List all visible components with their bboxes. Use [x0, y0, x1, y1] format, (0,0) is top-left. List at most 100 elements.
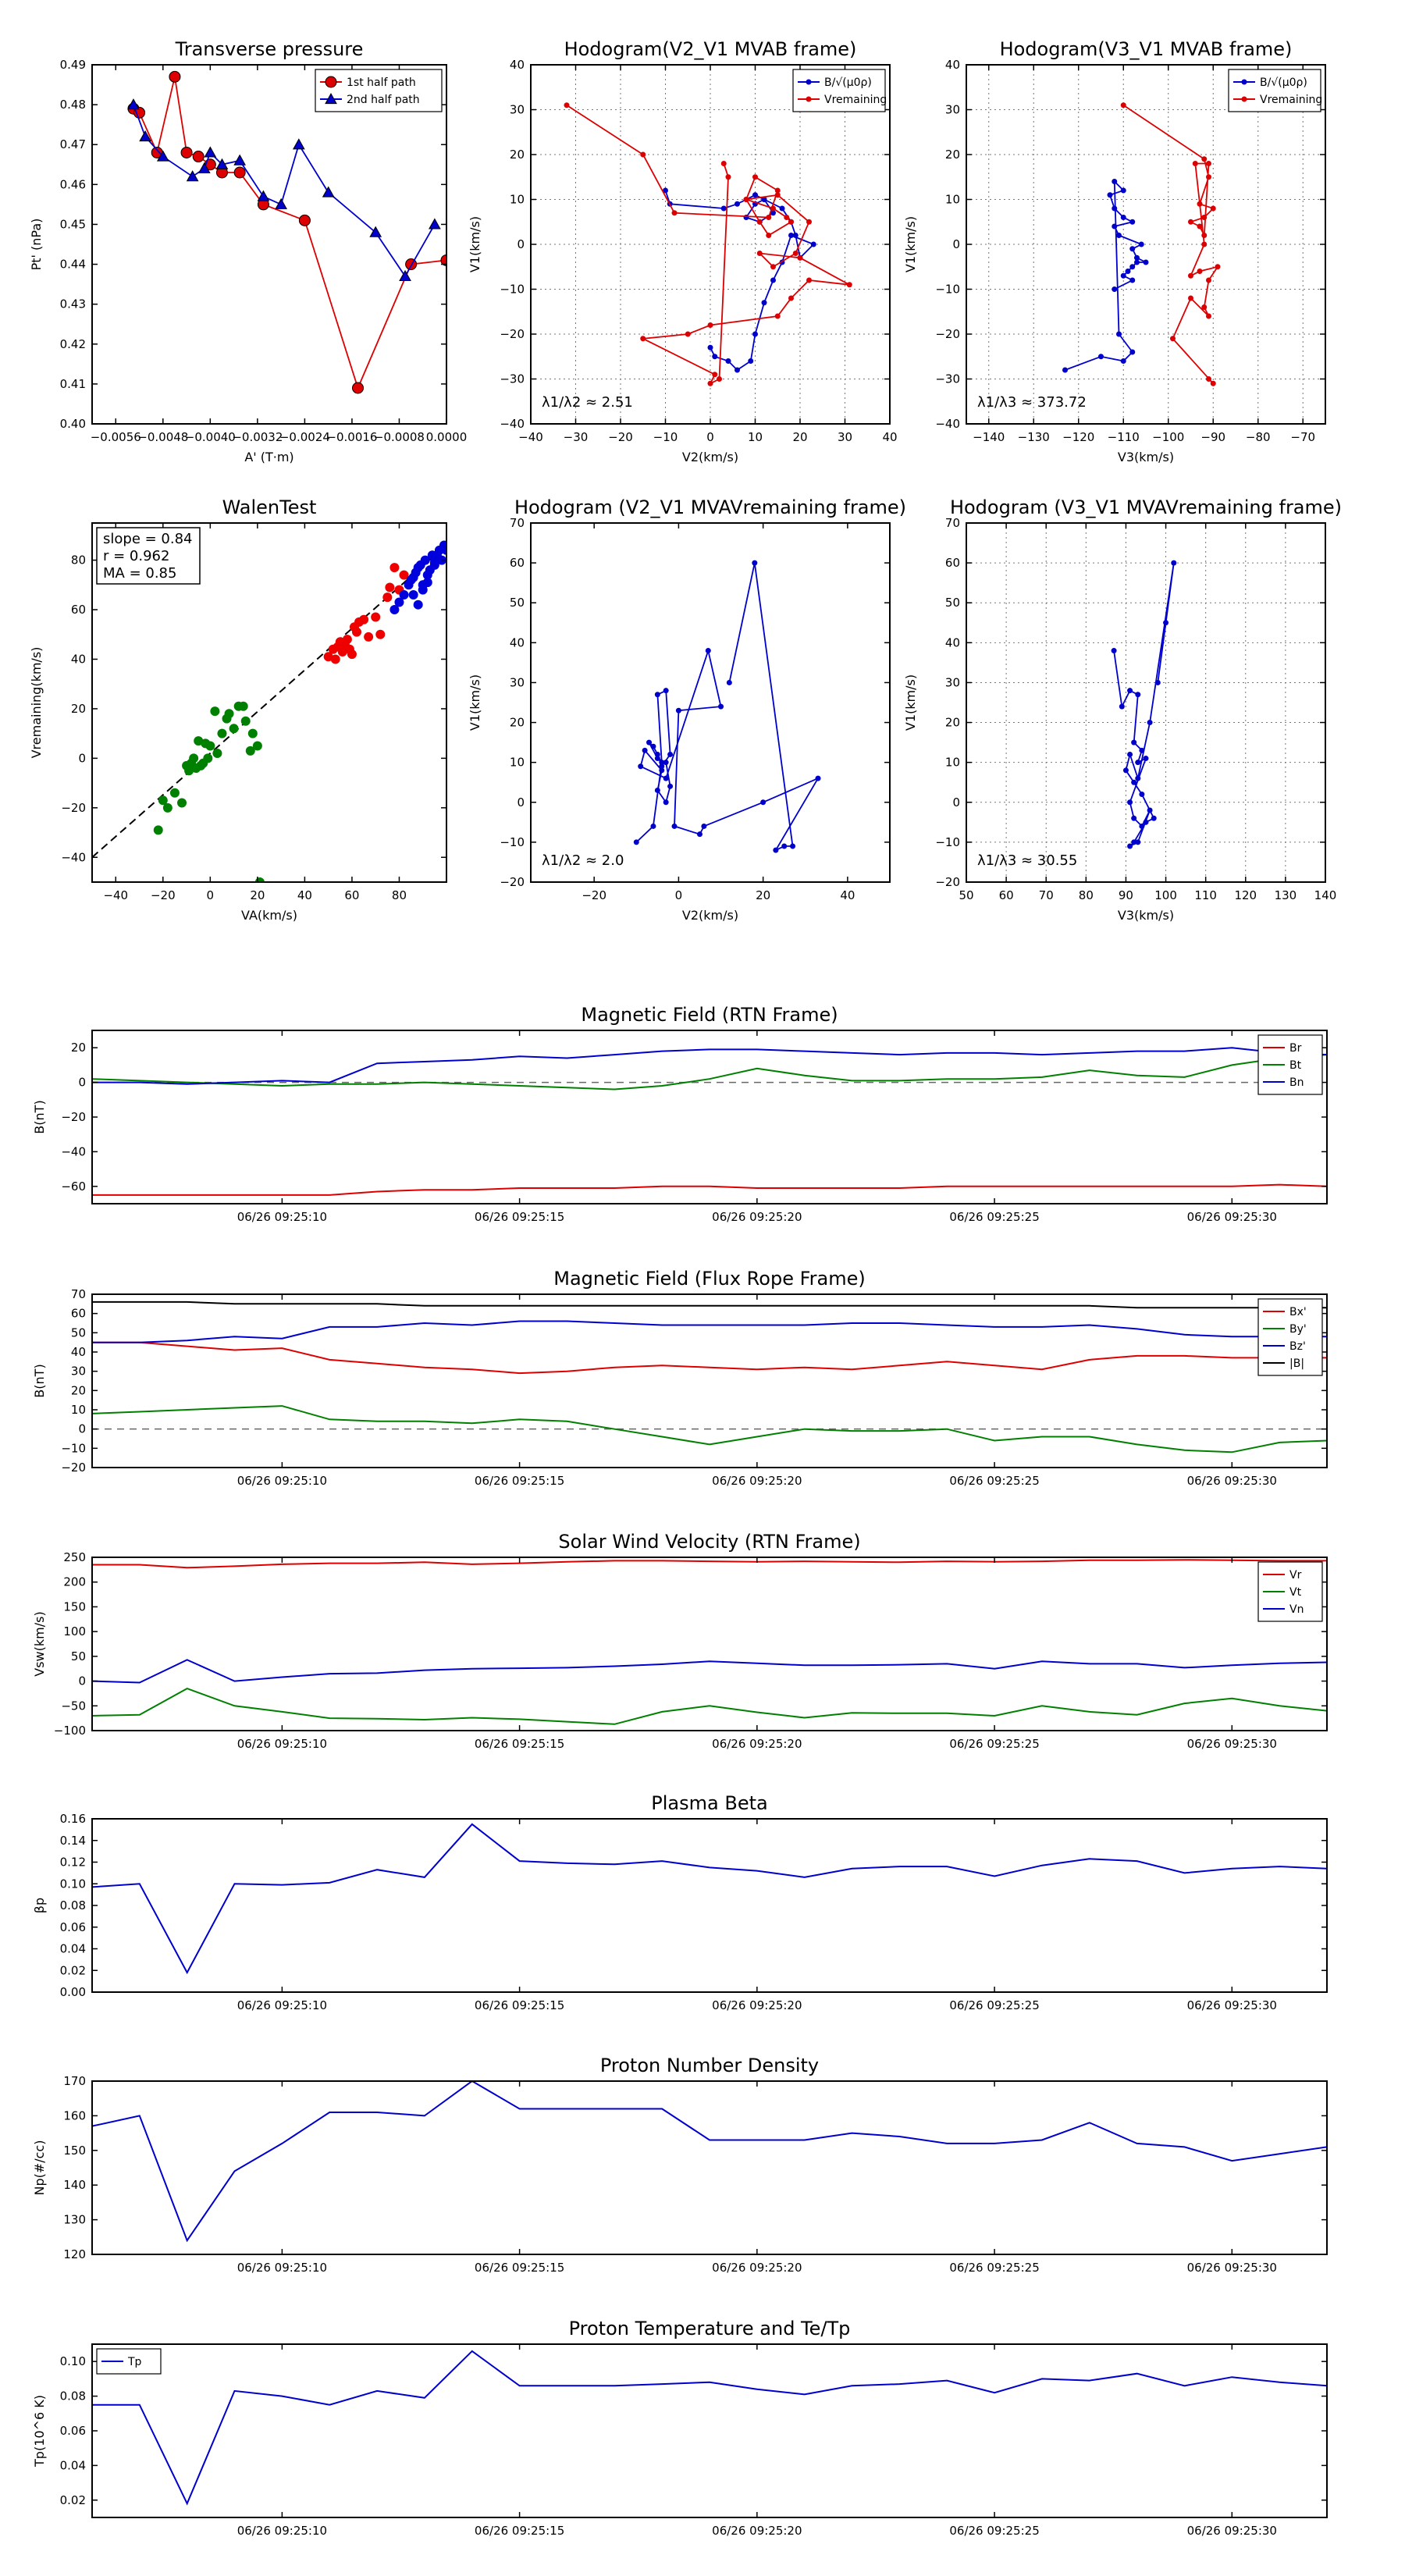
- y-tick-label: −10: [500, 835, 525, 849]
- y-tick-label: −10: [61, 1441, 86, 1455]
- x-tick-label: 06/26 09:25:30: [1187, 1210, 1277, 1224]
- series-blue: [389, 540, 446, 615]
- data-point: [233, 154, 247, 165]
- y-tick-label: −10: [500, 283, 525, 297]
- chart-h1: Hodogram(V2_V1 MVAB frame) −40 −30 −20 −10 0 1…: [468, 38, 898, 464]
- x-tick-label: 06/26 09:25:10: [237, 1998, 327, 2012]
- legend: Tp: [96, 2348, 162, 2375]
- series-Bt: [92, 1054, 1327, 1091]
- data-point: [192, 151, 205, 163]
- data-point: [663, 760, 669, 766]
- data-point: [186, 170, 199, 182]
- axes-frame: [91, 1557, 1328, 1731]
- data-point: [675, 707, 681, 713]
- data-point: [756, 251, 763, 256]
- data-point: [1197, 201, 1203, 207]
- x-axis-label: V3(km/s): [1118, 908, 1174, 923]
- data-point: [707, 344, 713, 350]
- legend-label: Br: [1289, 1042, 1302, 1055]
- y-tick-label: 50: [945, 596, 960, 610]
- series-Vt: [92, 1688, 1327, 1725]
- series-Br: [92, 1183, 1327, 1196]
- series-Tp: [92, 2350, 1327, 2506]
- data-point: [413, 600, 423, 610]
- data-point: [422, 578, 432, 588]
- y-tick-label: 50: [71, 1325, 86, 1340]
- annotation-line: MA = 0.85: [103, 565, 176, 582]
- data-point: [642, 747, 648, 753]
- data-point: [1201, 233, 1208, 238]
- data-point: [663, 799, 669, 806]
- data-point: [654, 751, 660, 757]
- x-tick-label: −0.0040: [185, 430, 236, 444]
- data-point: [1163, 620, 1169, 626]
- axes-frame: [966, 522, 1326, 883]
- y-axis-label: Vremaining(km/s): [29, 647, 44, 759]
- x-tick-label: 80: [392, 888, 407, 902]
- x-tick-label: −40: [518, 430, 543, 444]
- series-line-Vremaining: [566, 105, 850, 386]
- data-point: [1127, 751, 1133, 757]
- y-tick-label: −20: [935, 327, 960, 341]
- y-tick-label: 100: [63, 1624, 86, 1638]
- data-point: [1120, 102, 1126, 109]
- x-tick-label: 60: [344, 888, 359, 902]
- data-point: [774, 192, 781, 198]
- chart-h3: Hodogram (V2_V1 MVAVremaining frame) −20 0…: [468, 496, 906, 923]
- y-tick-label: −40: [61, 850, 86, 864]
- data-point: [784, 215, 790, 220]
- data-point: [640, 151, 646, 158]
- data-point: [774, 187, 781, 194]
- data-point: [1188, 272, 1193, 279]
- data-point: [1125, 269, 1131, 274]
- y-tick-label: 0.08: [60, 1898, 86, 1912]
- data-point: [413, 563, 423, 573]
- x-tick-label: −100: [1152, 430, 1184, 444]
- data-point: [1134, 259, 1140, 265]
- series-B/√(μ0ρ): [1062, 179, 1149, 373]
- data-point: [743, 197, 749, 202]
- data-point: [399, 570, 409, 580]
- data-point: [1201, 304, 1208, 310]
- data-point: [229, 724, 239, 734]
- legend-label: Vt: [1289, 1586, 1302, 1599]
- y-tick-label: −100: [54, 1724, 86, 1738]
- data-point: [761, 197, 767, 202]
- data-point: [429, 218, 441, 229]
- x-tick-label: 30: [838, 430, 852, 444]
- annotation: λ1/λ2 ≈ 2.0: [542, 852, 624, 869]
- data-point: [659, 767, 665, 774]
- x-tick-label: −140: [973, 430, 1005, 444]
- series-Bn: [92, 1047, 1327, 1085]
- chart-title: Proton Temperature and Te/Tp: [569, 2318, 851, 2339]
- data-point: [1131, 815, 1137, 821]
- data-point: [663, 775, 669, 781]
- chart-ts2: Magnetic Field (Flux Rope Frame) 06/26 09…: [32, 1268, 1328, 1488]
- data-point: [1206, 313, 1211, 319]
- y-tick-label: 40: [510, 635, 525, 649]
- y-tick-label: 0.40: [60, 417, 86, 431]
- x-tick-label: 10: [748, 430, 763, 444]
- y-tick-label: 30: [945, 675, 960, 689]
- y-tick-label: 0: [952, 795, 960, 809]
- x-tick-label: 70: [1039, 888, 1054, 902]
- y-tick-label: −40: [500, 417, 525, 431]
- series-blue: [1111, 560, 1177, 849]
- data-point: [707, 380, 713, 386]
- y-tick-label: 0.08: [60, 2389, 86, 2403]
- data-point: [240, 716, 251, 726]
- data-point: [177, 798, 187, 808]
- y-tick-label: 0: [952, 237, 960, 251]
- x-tick-label: 50: [959, 888, 973, 902]
- y-tick-label: 0.02: [60, 1963, 86, 1977]
- data-point: [1129, 219, 1136, 225]
- chart-ts3: Solar Wind Velocity (RTN Frame) 06/26 09:…: [32, 1531, 1328, 1751]
- data-point: [238, 701, 248, 711]
- y-tick-label: 0: [78, 1422, 86, 1436]
- data-point: [1201, 156, 1208, 162]
- y-tick-label: 0.43: [60, 297, 86, 311]
- y-axis-label: B(nT): [32, 1100, 47, 1133]
- chart-ts6: Proton Temperature and Te/Tp 06/26 09:25:…: [32, 2318, 1328, 2538]
- series-B/√(μ0ρ): [663, 187, 816, 373]
- data-point: [1122, 767, 1129, 774]
